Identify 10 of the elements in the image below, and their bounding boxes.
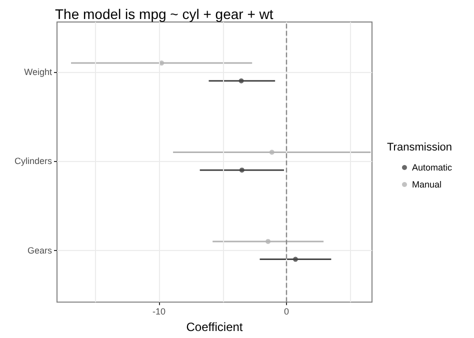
legend-label: Automatic xyxy=(412,162,453,172)
x-axis-title: Coefficient xyxy=(186,320,244,334)
y-tick-label: Gears xyxy=(27,245,52,256)
legend-label: Manual xyxy=(412,180,442,190)
legend-title: Transmission xyxy=(387,142,452,154)
y-tick-label: Cylinders xyxy=(14,156,52,166)
chart-title: The model is mpg ~ cyl + gear + wt xyxy=(55,6,274,22)
x-tick-label: -10 xyxy=(152,306,166,317)
x-tick-label: 0 xyxy=(284,306,290,317)
y-tick-label: Weight xyxy=(24,66,52,77)
